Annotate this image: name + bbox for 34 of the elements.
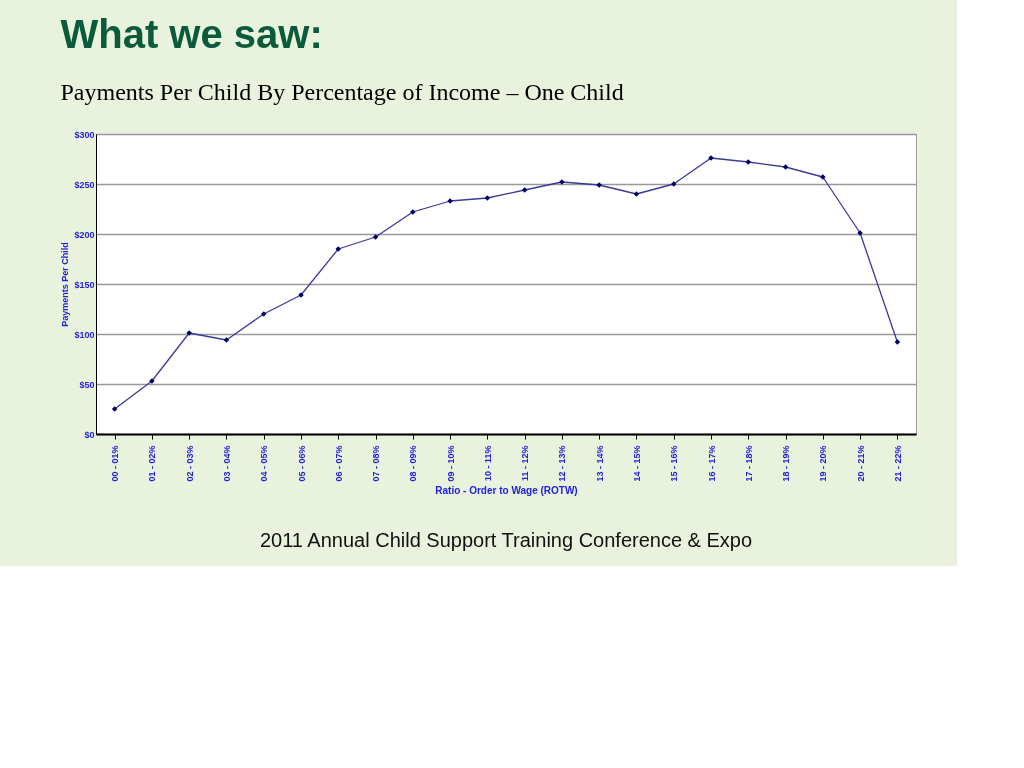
y-tick-label: $300 <box>74 129 95 140</box>
x-tick-label: 15 - 16% <box>669 445 680 482</box>
x-tick-label: 09 - 10% <box>445 445 456 482</box>
x-tick-label: 02 - 03% <box>184 445 195 482</box>
x-tick-label: 12 - 13% <box>557 445 568 482</box>
x-tick-label: 00 - 01% <box>110 445 121 482</box>
y-tick-label: $200 <box>74 229 95 240</box>
x-tick-label: 11 - 12% <box>520 445 531 482</box>
x-tick-label: 21 - 22% <box>892 445 903 482</box>
y-tick-label: $100 <box>74 329 95 340</box>
text: 2011 Annual Child Support Training Conference & Expo <box>259 529 753 551</box>
y-tick-label: $0 <box>84 429 95 440</box>
x-tick-label: 14 - 15% <box>631 445 642 482</box>
y-tick-label: $50 <box>79 379 95 390</box>
x-tick-label: 08 - 09% <box>408 445 419 482</box>
x-tick-label: 03 - 04% <box>221 445 232 482</box>
x-tick-label: 16 - 17% <box>706 445 717 482</box>
y-tick-label: $150 <box>74 279 95 290</box>
x-tick-label: 01 - 02% <box>147 445 158 482</box>
x-axis-title: Ratio - Order to Wage (ROTW) <box>435 484 578 496</box>
x-tick-label: 19 - 20% <box>818 445 829 482</box>
chart-title: What we saw: <box>60 11 323 56</box>
y-tick-label: $250 <box>74 179 95 190</box>
x-tick-label: 20 - 21% <box>855 445 866 482</box>
x-tick-label: 05 - 06% <box>296 445 307 482</box>
chart-subtitle: Payments Per Child By Percentage of Income – One Child <box>60 78 624 105</box>
x-tick-label: 13 - 14% <box>594 445 605 482</box>
y-axis-title: Payments Per Child <box>60 242 71 327</box>
x-tick-label: 06 - 07% <box>333 445 344 482</box>
x-tick-label: 10 - 11% <box>482 445 493 482</box>
x-tick-label: 18 - 19% <box>781 445 792 482</box>
x-tick-label: 04 - 05% <box>259 445 270 482</box>
x-tick-label: 07 - 08% <box>371 445 382 482</box>
x-tick-label: 17 - 18% <box>743 445 754 482</box>
